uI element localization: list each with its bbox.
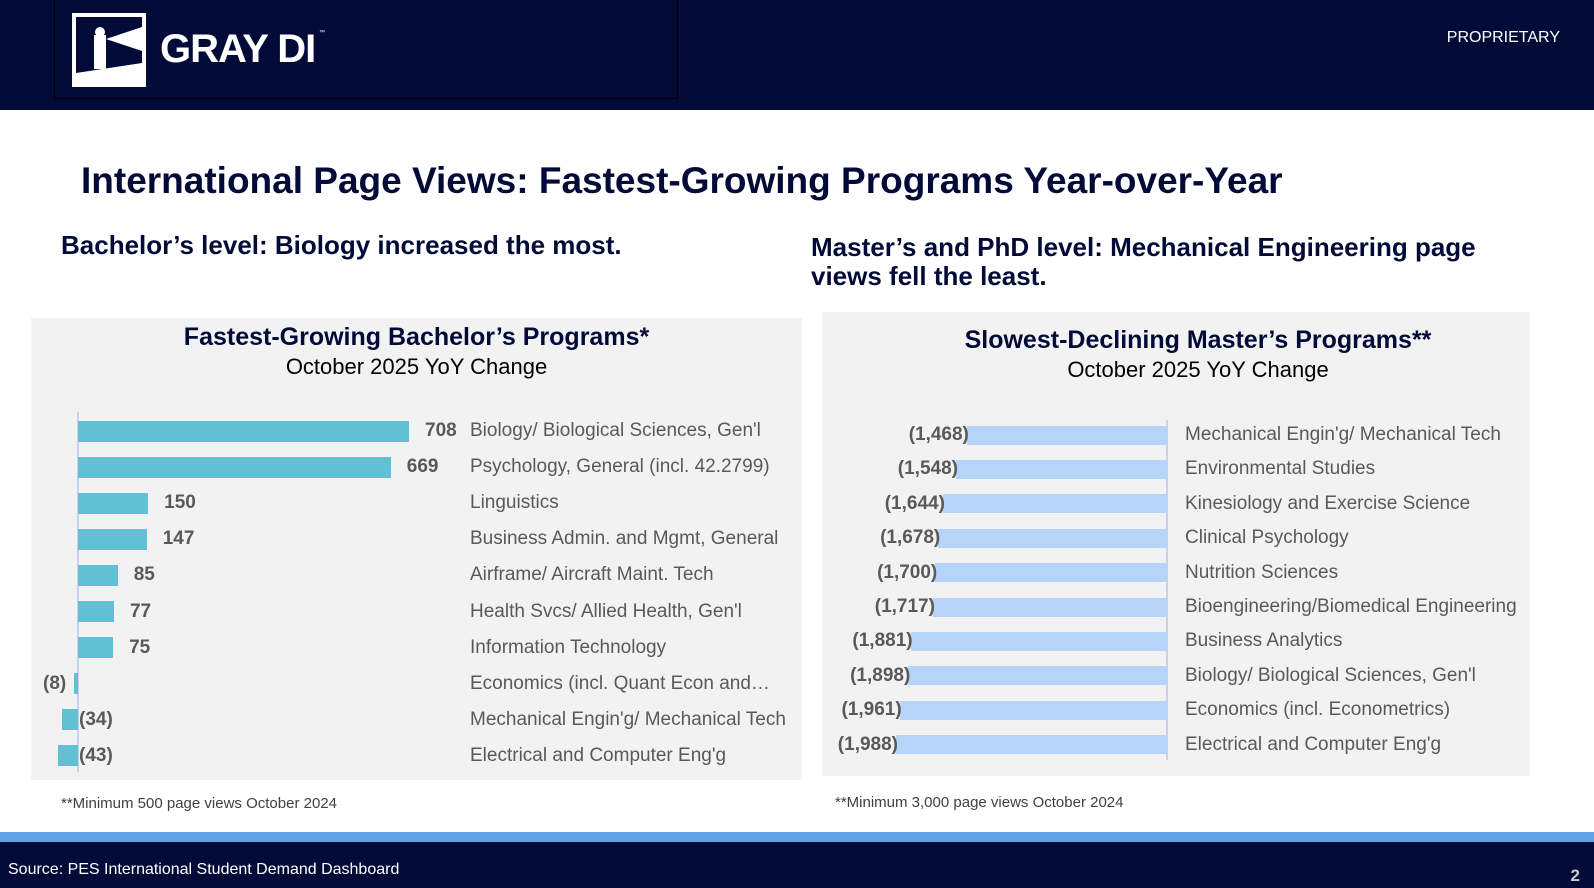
category-label: Environmental Studies: [1185, 458, 1376, 480]
data-label: (1,988): [837, 733, 898, 755]
data-label: (1,898): [850, 664, 911, 686]
category-label: Information Technology: [470, 636, 667, 658]
category-label: Kinesiology and Exercise Science: [1185, 492, 1471, 514]
category-label: Clinical Psychology: [1185, 527, 1349, 549]
data-label: (1,468): [908, 424, 969, 445]
header-bar: [0, 0, 1594, 110]
page-number: 2: [1570, 866, 1580, 885]
left-footnote: **Minimum 500 page views October 2024: [61, 795, 337, 812]
source-note: Source: PES International Student Demand…: [8, 861, 400, 878]
bar: [899, 700, 1167, 720]
category-label: Linguistics: [470, 492, 559, 514]
logo-frame: [54, 0, 678, 99]
zero-axis: [1166, 420, 1168, 760]
data-label: 85: [133, 564, 155, 586]
bar: [78, 637, 114, 659]
chart-title: Fastest-Growing Bachelor’s Programs*: [183, 323, 650, 351]
logo-text: GRAY DI: [160, 27, 316, 71]
data-label: 150: [164, 492, 196, 514]
data-label: 669: [406, 456, 439, 478]
chart-subtitle: October 2025 YoY Change: [1067, 357, 1329, 382]
bachelor-chart-panel: Fastest-Growing Bachelor’s Programs* Oct…: [31, 318, 802, 780]
data-label: 147: [162, 528, 195, 550]
category-label: Business Analytics: [1185, 630, 1343, 652]
chart-title: Slowest-Declining Master’s Programs**: [964, 326, 1432, 354]
trademark: ™: [319, 30, 325, 36]
right-footnote: **Minimum 3,000 page views October 2024: [835, 794, 1124, 811]
data-label: (1,548): [897, 458, 958, 480]
data-label: (8): [43, 672, 67, 694]
page-title: International Page Views: Fastest-Growin…: [81, 160, 1283, 201]
bar: [932, 597, 1167, 617]
data-label: (1,881): [852, 630, 913, 652]
bar: [74, 673, 78, 695]
category-label: Airframe/ Aircraft Maint. Tech: [470, 564, 714, 586]
category-label: Psychology, General (incl. 42.2799): [470, 456, 770, 478]
footer-stripe: [0, 832, 1594, 842]
bar: [966, 425, 1167, 445]
zero-axis: [77, 412, 79, 772]
proprietary-label: PROPRIETARY: [1446, 29, 1560, 46]
data-label: (1,717): [874, 596, 935, 617]
bar: [78, 420, 409, 442]
bar: [78, 528, 147, 550]
bar: [938, 528, 1167, 548]
footer-bar: [0, 842, 1594, 888]
category-label: Nutrition Sciences: [1185, 561, 1339, 583]
category-label: Economics (incl. Quant Econ and…: [470, 672, 770, 694]
category-label: Health Svcs/ Allied Health, Gen'l: [470, 600, 742, 622]
data-label: (34): [79, 708, 113, 730]
bar: [955, 459, 1167, 479]
bar: [78, 564, 118, 586]
bar: [78, 601, 114, 622]
category-label: Electrical and Computer Eng'g: [470, 744, 727, 766]
category-label: Mechanical Engin'g/ Mechanical Tech: [470, 708, 786, 730]
data-label: 708: [425, 420, 457, 441]
bar: [896, 735, 1167, 755]
chart-subtitle: October 2025 YoY Change: [285, 354, 548, 379]
data-label: (1,961): [841, 699, 902, 721]
data-label: 75: [129, 636, 151, 658]
bar: [908, 666, 1167, 686]
bar: [942, 494, 1167, 514]
lighthouse-logo-icon: [72, 13, 146, 87]
category-label: Electrical and Computer Eng'g: [1185, 733, 1442, 755]
bar: [935, 563, 1167, 583]
data-label: (1,678): [880, 527, 941, 549]
left-subtitle: Bachelor’s level: Biology increased the …: [61, 230, 622, 260]
right-subtitle: Master’s and PhD level: Mechanical Engin…: [811, 232, 1476, 291]
bar: [78, 492, 149, 514]
category-label: Mechanical Engin'g/ Mechanical Tech: [1185, 424, 1501, 445]
data-label: (1,700): [877, 561, 938, 583]
bar: [57, 745, 78, 767]
category-label: Business Admin. and Mgmt, General: [470, 528, 779, 550]
category-label: Bioengineering/Biomedical Engineering: [1185, 596, 1517, 617]
category-label: Biology/ Biological Sciences, Gen'l: [470, 420, 761, 441]
category-label: Economics (incl. Econometrics): [1185, 699, 1451, 721]
bar: [62, 709, 78, 731]
bar: [910, 631, 1167, 651]
data-label: 77: [129, 600, 152, 622]
data-label: (43): [79, 744, 113, 766]
category-label: Biology/ Biological Sciences, Gen'l: [1185, 664, 1476, 686]
bar: [78, 456, 391, 478]
data-label: (1,644): [884, 492, 945, 514]
